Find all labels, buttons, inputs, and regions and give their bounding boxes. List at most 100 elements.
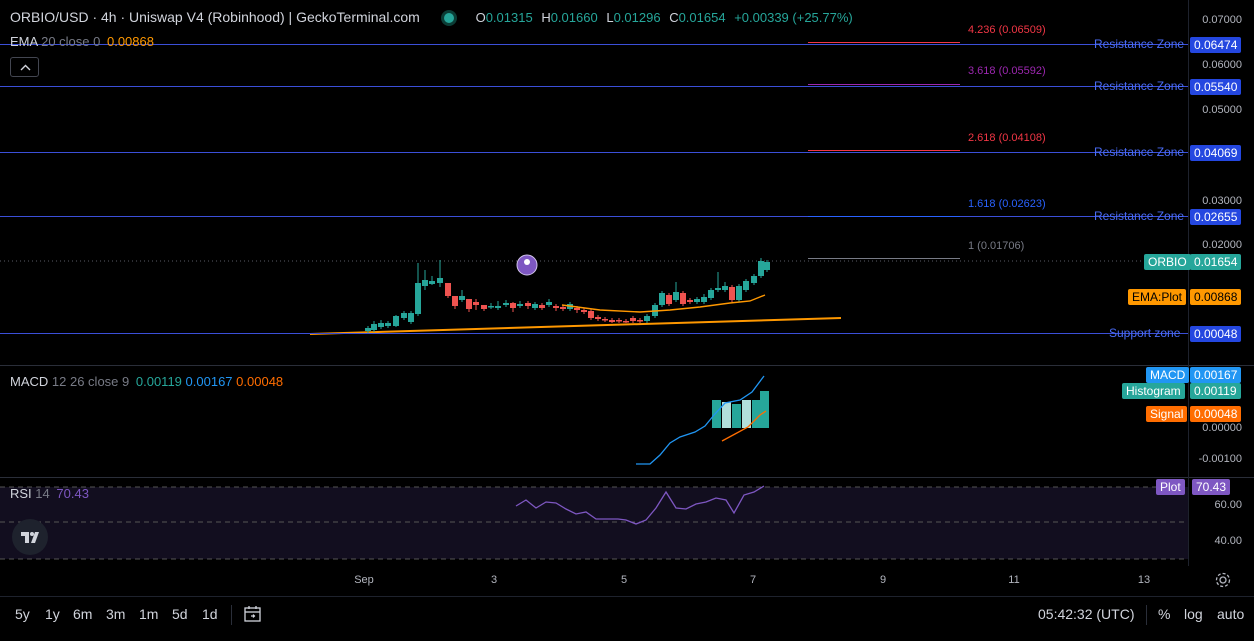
up-candle-body [393,316,399,326]
fib-line-1618 [808,216,960,217]
collapse-legend-button[interactable] [10,57,39,77]
rsi-line [515,485,765,525]
histogram-tag-label: Histogram [1122,383,1185,399]
fib-label-3618: 3.618 (0.05592) [968,65,1046,77]
symbol-tag-label: ORBIO [1144,254,1191,270]
ema-legend[interactable]: EMA 20 close 0 0.00868 [10,34,154,49]
down-candle-body [539,305,545,308]
market-status-icon [443,13,454,24]
rsi-tick: 40.00 [1214,535,1242,547]
fib-label-1: 1 (0.01706) [968,240,1025,252]
tradingview-logo-icon [21,532,39,543]
down-candle-body [553,306,559,308]
rsi-tag-label: Plot [1156,479,1185,495]
time-tick: 13 [1137,574,1151,586]
axis-settings-button[interactable] [1214,571,1232,589]
log-toggle[interactable]: log [1184,606,1203,622]
chevron-up-icon [20,64,31,71]
rsi-legend[interactable]: RSI 14 70.43 [10,486,89,501]
up-candle-body [517,304,523,306]
macd-histogram-bar [760,391,769,428]
macd-histogram-bar [732,404,741,428]
up-candle-body [408,313,414,322]
zone-label-support: Support zone [1109,326,1181,340]
price-tick: 0.06000 [1202,59,1242,71]
percent-toggle[interactable]: % [1158,606,1171,622]
low-value: 0.01296 [613,10,661,25]
zone-label-2: Resistance Zone [1094,79,1185,93]
pane-separator-rsi[interactable] [0,477,1254,478]
resistance-line-4[interactable] [0,216,1188,217]
down-candle-body [602,319,608,321]
header-legend: ORBIO/USD · 4h · Uniswap V4 (Robinhood) … [10,9,853,25]
symbol-tag-value: 0.01654 [1190,254,1242,270]
event-marker-dot [524,259,530,265]
down-candle-body [466,299,472,309]
pane-separator-macd[interactable] [0,365,1254,366]
down-candle-body [445,283,451,296]
change-value: +0.00339 (+25.77%) [734,10,853,25]
rsi-tag-value: 70.43 [1192,479,1231,495]
range-5d[interactable]: 5d [172,606,188,622]
price-tick: 0.02000 [1202,239,1242,251]
up-candle-body [644,316,650,321]
macd-line [636,375,765,465]
zone-value-tag: 0.05540 [1190,79,1242,95]
up-candle-body [715,288,721,290]
resistance-line-1[interactable] [0,44,1188,45]
range-3m[interactable]: 3m [106,606,126,622]
time-tick: 5 [620,574,628,586]
up-candle-body [694,299,700,302]
go-to-date-button[interactable] [243,604,263,624]
fib-label-2618: 2.618 (0.04108) [968,132,1046,144]
zone-label-4: Resistance Zone [1094,209,1185,223]
up-candle-body [378,323,384,327]
range-1d[interactable]: 1d [202,606,218,622]
down-candle-body [630,318,636,321]
range-5y[interactable]: 5y [15,606,30,622]
down-candle-body [481,305,487,309]
range-1m[interactable]: 1m [139,606,159,622]
open-value: 0.01315 [485,10,533,25]
signal-tag-label: Signal [1146,406,1188,422]
tradingview-logo[interactable] [12,519,48,555]
up-candle-body [751,276,757,283]
calendar-icon [244,606,261,622]
ema-tag-value: 0.00868 [1190,289,1242,305]
macd-histogram-bar [712,400,721,428]
macd-legend[interactable]: MACD 12 26 close 9 0.00119 0.00167 0.000… [10,374,284,389]
zone-value-tag: 0.00048 [1190,326,1242,342]
time-tick: Sep [354,574,374,586]
support-line[interactable] [0,333,1188,334]
up-candle-body [371,324,377,330]
up-candle-body [701,297,707,302]
down-candle-body [574,308,580,310]
resistance-line-2[interactable] [0,86,1188,87]
ema-tag-label: EMA:Plot [1128,289,1187,305]
bottom-toolbar: 5y 1y 6m 3m 1m 5d 1d 05:42:32 (UTC) % lo… [0,596,1254,641]
up-candle-body [743,281,749,290]
down-candle-body [616,320,622,322]
rsi-band [0,487,1188,559]
signal-line [721,410,767,442]
price-chart-svg[interactable] [0,0,1188,566]
up-candle-body [546,302,552,305]
up-candle-body [659,293,665,305]
resistance-line-3[interactable] [0,152,1188,153]
fib-label-1618: 1.618 (0.02623) [968,198,1046,210]
chart-area[interactable] [0,0,1188,566]
macd-tag-label: MACD [1146,367,1190,383]
range-1y[interactable]: 1y [45,606,60,622]
down-candle-body [729,287,735,300]
fib-line-4236 [808,42,960,43]
down-candle-body [637,320,643,322]
price-axis[interactable] [1188,0,1254,566]
up-candle-body [722,286,728,290]
auto-toggle[interactable]: auto [1217,606,1245,622]
zone-value-tag: 0.02655 [1190,209,1242,225]
range-6m[interactable]: 6m [73,606,93,622]
fib-label-4236: 4.236 (0.06509) [968,24,1046,36]
fib-line-2618 [808,150,960,151]
down-candle-body [560,307,566,309]
clock[interactable]: 05:42:32 (UTC) [1038,606,1135,622]
